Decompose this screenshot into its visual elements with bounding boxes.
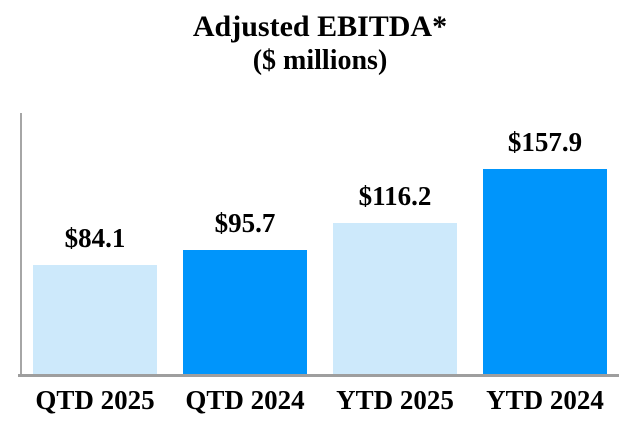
bar [183, 250, 307, 374]
bar [33, 265, 157, 374]
chart-title: Adjusted EBITDA* [192, 10, 448, 43]
value-label: $84.1 [64, 223, 126, 253]
value-label: $157.9 [507, 127, 583, 157]
y-axis-line [20, 113, 22, 375]
bar [333, 223, 457, 374]
value-label: $95.7 [214, 208, 276, 238]
bar [483, 169, 607, 374]
category-label: YTD 2024 [486, 385, 604, 415]
value-label: $116.2 [358, 181, 432, 211]
bar-slot: $84.1 [20, 224, 170, 374]
category-label: QTD 2024 [185, 385, 305, 415]
bar-slot: $157.9 [470, 128, 620, 374]
chart-subtitle: ($ millions) [252, 45, 388, 76]
category-label: QTD 2025 [35, 385, 155, 415]
x-axis-line [18, 374, 619, 377]
bar-slot: $95.7 [170, 209, 320, 374]
category-label: YTD 2025 [336, 385, 454, 415]
bar-slot: $116.2 [320, 182, 470, 374]
